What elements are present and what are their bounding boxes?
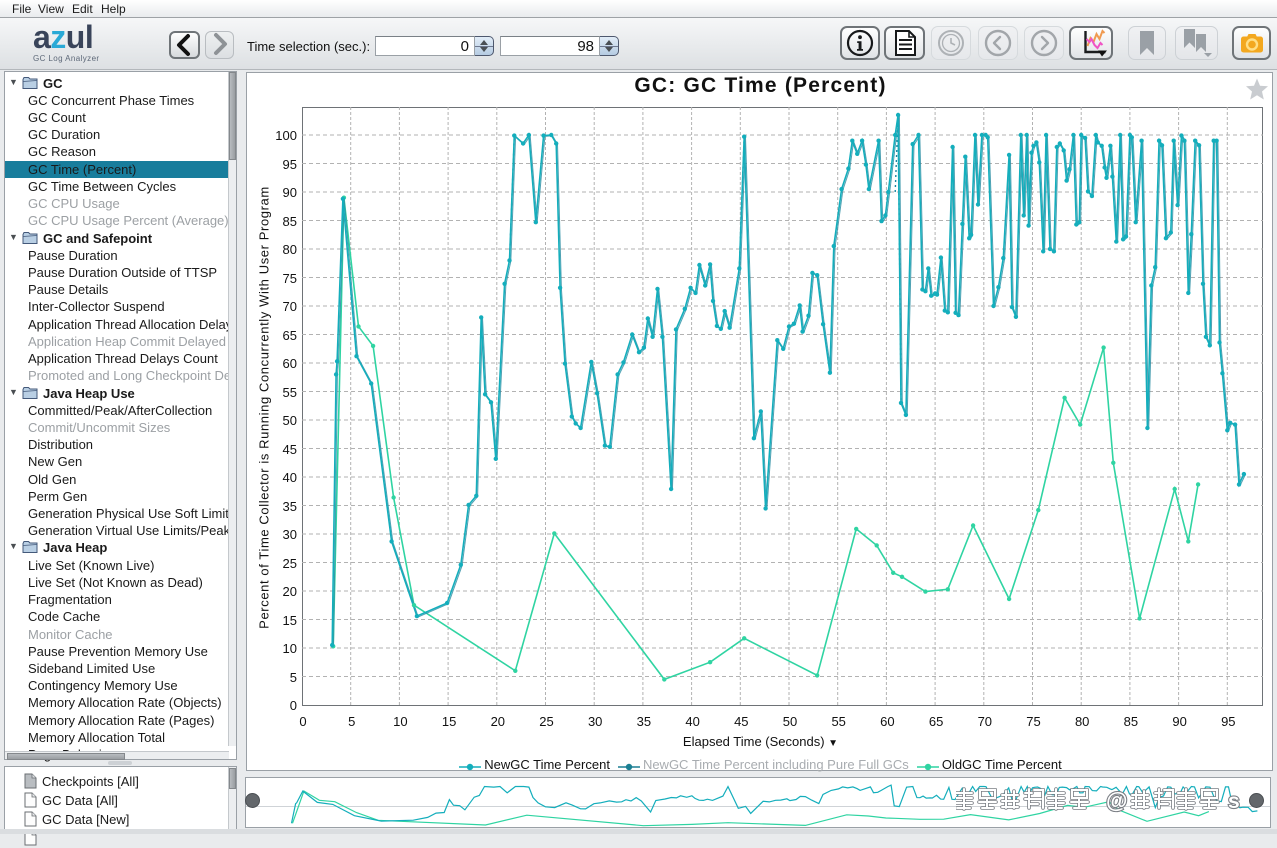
svg-text:@: @: [1106, 788, 1127, 813]
svg-text:s: s: [1228, 790, 1240, 813]
